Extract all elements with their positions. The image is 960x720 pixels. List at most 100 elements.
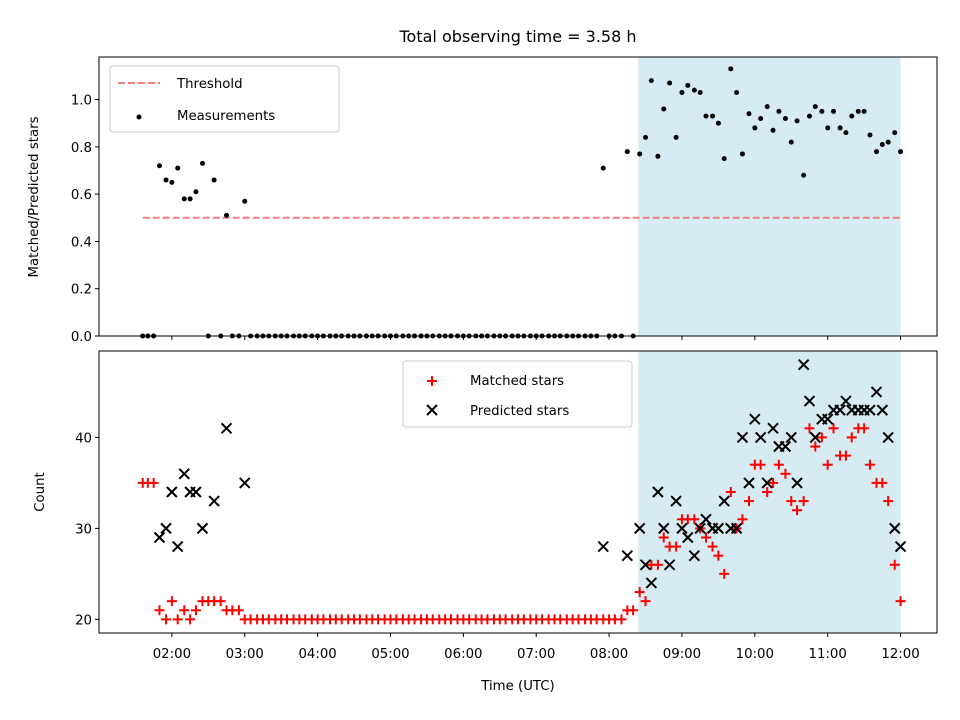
matched-point: [719, 568, 730, 579]
matched-point: [148, 477, 159, 488]
x-tick-label: 04:00: [298, 647, 336, 662]
matched-point: [233, 605, 244, 616]
matched-point: [725, 487, 736, 497]
bottom-yticks: 20 30 40: [75, 431, 99, 628]
measurement-point: [169, 179, 175, 185]
top-xticks: [171, 336, 902, 340]
matched-point: [179, 605, 190, 616]
measurement-point: [710, 113, 716, 119]
predicted-point: [767, 422, 779, 435]
x-tick-label: 09:00: [663, 647, 701, 662]
predicted-point: [645, 577, 658, 589]
bottom-legend-predicted-swatch: [426, 404, 438, 416]
matched-point: [707, 541, 718, 552]
predicted-point: [779, 440, 792, 453]
y-tick-label: 40: [75, 431, 92, 446]
measurement-point: [624, 149, 630, 155]
predicted-point: [834, 404, 846, 416]
measurement-point: [734, 89, 740, 95]
x-tick-label: 12:00: [881, 647, 919, 662]
predicted-point: [743, 477, 755, 489]
y-tick-label: 1.0: [71, 94, 92, 109]
measurement-point: [673, 134, 679, 140]
bottom-ylabel: Count: [33, 472, 48, 512]
top-legend-measurements-label: Measurements: [177, 109, 275, 124]
measurement-point: [193, 189, 199, 195]
matched-point: [822, 459, 833, 470]
bottom-predicted-layer: [153, 358, 907, 589]
predicted-point: [821, 413, 834, 425]
top-points-layer: [140, 66, 904, 339]
bottom-matched-layer: [137, 423, 906, 625]
y-tick-label: 20: [75, 613, 92, 628]
predicted-point: [870, 386, 883, 398]
measurement-point: [752, 125, 758, 131]
predicted-point: [663, 559, 676, 571]
predicted-point: [809, 431, 822, 444]
x-tick-label: 05:00: [371, 647, 409, 662]
matched-point: [889, 559, 900, 570]
predicted-point: [166, 486, 178, 498]
predicted-point: [670, 495, 682, 507]
measurement-point: [892, 130, 898, 136]
matched-point: [883, 496, 894, 507]
measurement-point: [163, 177, 169, 183]
top-yticks: 0.0 0.2 0.4 0.6 0.8 1.0: [71, 94, 99, 345]
measurement-point: [861, 108, 867, 114]
matched-point: [689, 514, 700, 525]
measurement-point: [715, 120, 721, 126]
matched-point: [755, 459, 766, 470]
predicted-point: [864, 404, 876, 416]
x-tick-label: 11:00: [809, 647, 847, 662]
matched-point: [215, 596, 226, 607]
measurement-point: [758, 115, 764, 121]
bottom-panel: 20 30 40 02:00 03:00 04:00 05:00 06:00 07:00 08:…: [33, 350, 938, 694]
measurement-point: [898, 149, 904, 155]
predicted-point: [196, 522, 209, 535]
predicted-point: [730, 522, 743, 535]
matched-point: [161, 614, 172, 625]
measurement-point: [885, 139, 891, 145]
predicted-point: [153, 531, 166, 544]
bottom-legend-matched-label: Matched stars: [470, 374, 564, 389]
predicted-point: [791, 477, 803, 489]
measurement-point: [691, 87, 697, 93]
matched-point: [877, 477, 888, 488]
bottom-xticks: 02:00 03:00 04:00 05:00 06:00 07:00 08:00 09:00…: [153, 633, 920, 662]
top-panel: 0.0 0.2 0.4 0.6 0.8 1.0 Matched/Predicted sta…: [27, 56, 938, 345]
measurement-point: [837, 125, 843, 131]
matched-point: [616, 614, 627, 625]
predicted-point: [797, 358, 810, 371]
matched-point: [713, 550, 724, 561]
predicted-point: [736, 431, 749, 444]
matched-point: [628, 605, 639, 616]
predicted-point: [633, 522, 646, 535]
x-tick-label: 06:00: [444, 647, 482, 662]
measurement-point: [211, 177, 217, 183]
matched-point: [768, 477, 779, 488]
matched-point: [804, 423, 815, 434]
top-ylabel: Matched/Predicted stars: [27, 116, 42, 277]
predicted-point: [876, 404, 889, 416]
predicted-point: [840, 395, 852, 407]
measurement-point: [224, 212, 230, 218]
bottom-legend-box: [402, 360, 633, 428]
bottom-axes-frame: [98, 350, 938, 634]
measurement-point: [679, 89, 685, 95]
chart-title: Total observing time = 3.58 h: [398, 27, 636, 46]
matched-point: [658, 532, 669, 543]
bottom-xlabel: Time (UTC): [480, 679, 555, 694]
measurement-point: [788, 139, 794, 145]
matched-point: [640, 596, 651, 607]
measurement-point: [739, 151, 745, 157]
matched-point: [154, 605, 165, 616]
matched-point: [166, 596, 177, 607]
measurement-point: [156, 163, 162, 169]
predicted-point: [712, 522, 725, 535]
matched-point: [701, 532, 712, 543]
matched-point: [792, 505, 803, 516]
matched-point: [773, 459, 784, 470]
predicted-point: [676, 522, 688, 535]
predicted-point: [160, 522, 172, 535]
